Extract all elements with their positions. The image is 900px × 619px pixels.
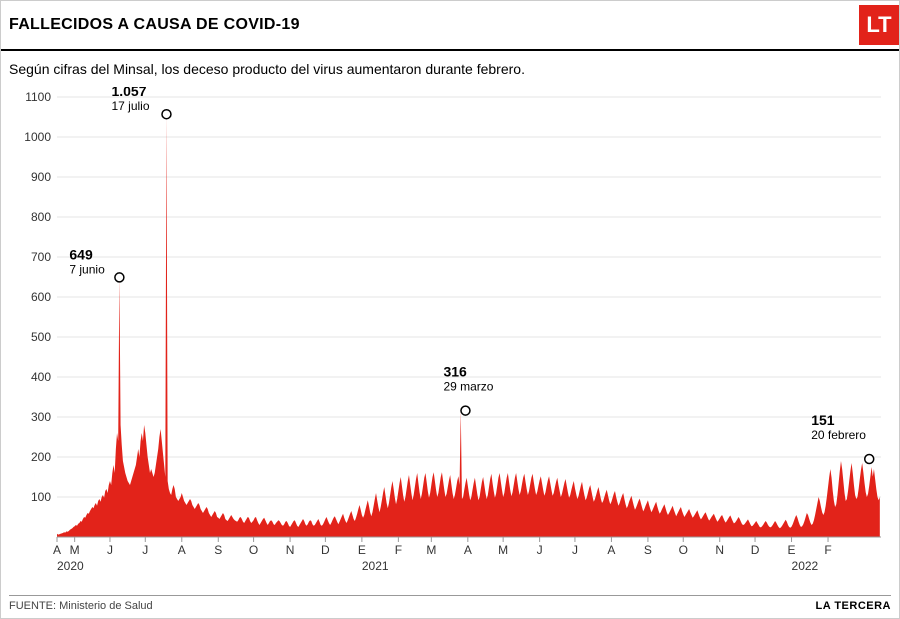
svg-text:A: A bbox=[53, 543, 61, 557]
area-chart: 10020030040050060070080090010001100AMJJA… bbox=[11, 87, 891, 587]
svg-text:E: E bbox=[788, 543, 796, 557]
annotation-marker bbox=[162, 110, 171, 119]
svg-text:900: 900 bbox=[31, 170, 51, 184]
svg-text:500: 500 bbox=[31, 330, 51, 344]
svg-text:M: M bbox=[498, 543, 508, 557]
svg-text:A: A bbox=[607, 543, 615, 557]
svg-text:400: 400 bbox=[31, 370, 51, 384]
annotation-value: 1.057 bbox=[111, 87, 146, 99]
svg-text:200: 200 bbox=[31, 450, 51, 464]
svg-text:800: 800 bbox=[31, 210, 51, 224]
chart-subtitle: Según cifras del Minsal, los deceso prod… bbox=[1, 51, 899, 83]
svg-text:F: F bbox=[395, 543, 402, 557]
chart-container: 10020030040050060070080090010001100AMJJA… bbox=[11, 87, 889, 592]
footer: FUENTE: Ministerio de Salud LA TERCERA bbox=[9, 595, 891, 612]
svg-text:E: E bbox=[358, 543, 366, 557]
svg-text:D: D bbox=[751, 543, 760, 557]
svg-text:100: 100 bbox=[31, 490, 51, 504]
svg-text:1000: 1000 bbox=[24, 130, 51, 144]
svg-text:1100: 1100 bbox=[25, 90, 51, 104]
annotation-value: 649 bbox=[69, 246, 93, 262]
svg-text:M: M bbox=[426, 543, 436, 557]
annotation-marker bbox=[461, 406, 470, 415]
annotation-date: 20 febrero bbox=[811, 428, 866, 442]
svg-text:A: A bbox=[178, 543, 186, 557]
annotation-date: 7 junio bbox=[69, 262, 105, 276]
svg-text:A: A bbox=[464, 543, 472, 557]
svg-text:F: F bbox=[824, 543, 831, 557]
annotation-marker bbox=[115, 273, 124, 282]
svg-text:300: 300 bbox=[31, 410, 51, 424]
header: FALLECIDOS A CAUSA DE COVID-19 LT bbox=[1, 1, 899, 51]
svg-text:700: 700 bbox=[31, 250, 51, 264]
svg-text:2022: 2022 bbox=[792, 559, 819, 573]
svg-text:J: J bbox=[572, 543, 578, 557]
svg-text:O: O bbox=[249, 543, 258, 557]
svg-text:J: J bbox=[107, 543, 113, 557]
publisher-logo: LT bbox=[859, 5, 899, 45]
svg-text:D: D bbox=[321, 543, 330, 557]
svg-text:J: J bbox=[537, 543, 543, 557]
annotation-marker bbox=[865, 455, 874, 464]
svg-text:O: O bbox=[679, 543, 688, 557]
svg-text:N: N bbox=[715, 543, 724, 557]
chart-title: FALLECIDOS A CAUSA DE COVID-19 bbox=[9, 16, 300, 34]
annotation-value: 151 bbox=[811, 412, 835, 428]
svg-text:N: N bbox=[286, 543, 295, 557]
svg-text:600: 600 bbox=[31, 290, 51, 304]
svg-text:S: S bbox=[214, 543, 222, 557]
svg-text:2020: 2020 bbox=[57, 559, 84, 573]
annotation-value: 316 bbox=[443, 364, 467, 380]
area-series bbox=[57, 114, 880, 537]
svg-text:J: J bbox=[142, 543, 148, 557]
annotation-date: 17 julio bbox=[111, 99, 149, 113]
annotation-date: 29 marzo bbox=[443, 380, 493, 394]
svg-text:2021: 2021 bbox=[362, 559, 389, 573]
svg-text:S: S bbox=[644, 543, 652, 557]
publisher-name: LA TERCERA bbox=[816, 600, 891, 612]
svg-text:M: M bbox=[70, 543, 80, 557]
source-label: FUENTE: Ministerio de Salud bbox=[9, 600, 153, 612]
